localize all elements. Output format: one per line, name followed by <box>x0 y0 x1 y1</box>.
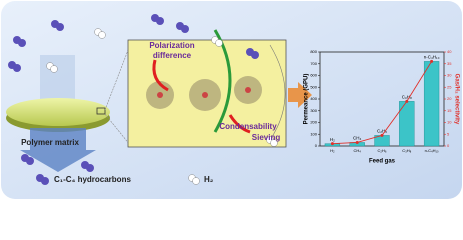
x-tick-label: C₂H₆ <box>378 148 387 153</box>
red-arrow <box>152 59 169 92</box>
y-tick-label: 0 <box>315 143 318 148</box>
y-tick-label: 800 <box>310 49 317 54</box>
bar <box>423 61 440 147</box>
y-tick-label: 200 <box>310 120 317 125</box>
molecules <box>8 14 278 185</box>
y2-tick-label: 30 <box>447 73 452 78</box>
y2-tick-label: 5 <box>447 131 450 136</box>
bar-label: C₂H₆ <box>377 129 387 134</box>
line-marker <box>330 142 334 146</box>
disk <box>6 98 110 126</box>
zoom-line <box>104 113 131 146</box>
line-marker <box>380 133 384 137</box>
down-arrow <box>20 128 96 172</box>
line-marker <box>405 99 409 103</box>
line-marker <box>430 59 434 63</box>
polarization-label: Polarization <box>149 41 194 50</box>
right-arrow <box>288 82 312 108</box>
y-tick-label: 100 <box>310 131 317 136</box>
x-tick-label: C₃H₈ <box>402 148 411 153</box>
zoom-line <box>104 44 131 111</box>
y-tick-label: 300 <box>310 108 317 113</box>
y-tick-label: 600 <box>310 73 317 78</box>
bar-label: CH₄ <box>353 136 361 141</box>
line-marker <box>355 140 359 144</box>
x-tick-label: n-C₄H₁₀ <box>425 148 439 153</box>
x-axis-label: Feed gas <box>369 159 396 165</box>
y2-tick-label: 15 <box>447 108 452 113</box>
y-axis-label: Permeance (GPU) <box>304 74 310 125</box>
membrane-curve <box>269 44 286 141</box>
chart: 0 100 200 300 400 500 600 700 800 0 5 10 15 20 25 30 35 4… <box>304 49 460 165</box>
y-tick-label: 400 <box>310 96 317 101</box>
beam <box>40 55 75 100</box>
x-tick-label: H₂ <box>330 148 335 153</box>
y2-tick-label: 35 <box>447 61 452 66</box>
bar-label: n-C₄H₁₀ <box>424 55 440 60</box>
y2-tick-label: 20 <box>447 96 452 101</box>
hydrocarbons-label: C₁-C₄ hydrocarbons <box>54 175 131 184</box>
sieving-label: Sieving <box>252 133 281 142</box>
hydrogen-label: H₂ <box>204 175 214 184</box>
y-tick-label: 700 <box>310 61 317 66</box>
y-tick-label: 500 <box>310 84 317 89</box>
y2-axis-label: Gas/H₂ selectivity <box>453 74 459 125</box>
red-arrow <box>228 114 251 134</box>
y2-tick-label: 25 <box>447 84 452 89</box>
polarization-label: difference <box>153 51 192 60</box>
condensability-label: Condensability <box>219 122 277 131</box>
y2-tick-label: 0 <box>447 143 450 148</box>
matrix-label: Polymer matrix <box>21 138 79 147</box>
x-tick-label: CH₄ <box>353 148 361 153</box>
bar-label: H₂ <box>330 137 335 142</box>
zoom-box <box>96 107 106 115</box>
y2-tick-label: 10 <box>447 120 452 125</box>
graphical-abstract: Polarization difference Condensability S… <box>1 1 462 199</box>
bar-label: C₃H₈ <box>402 95 412 100</box>
y2-tick-label: 40 <box>447 49 452 54</box>
